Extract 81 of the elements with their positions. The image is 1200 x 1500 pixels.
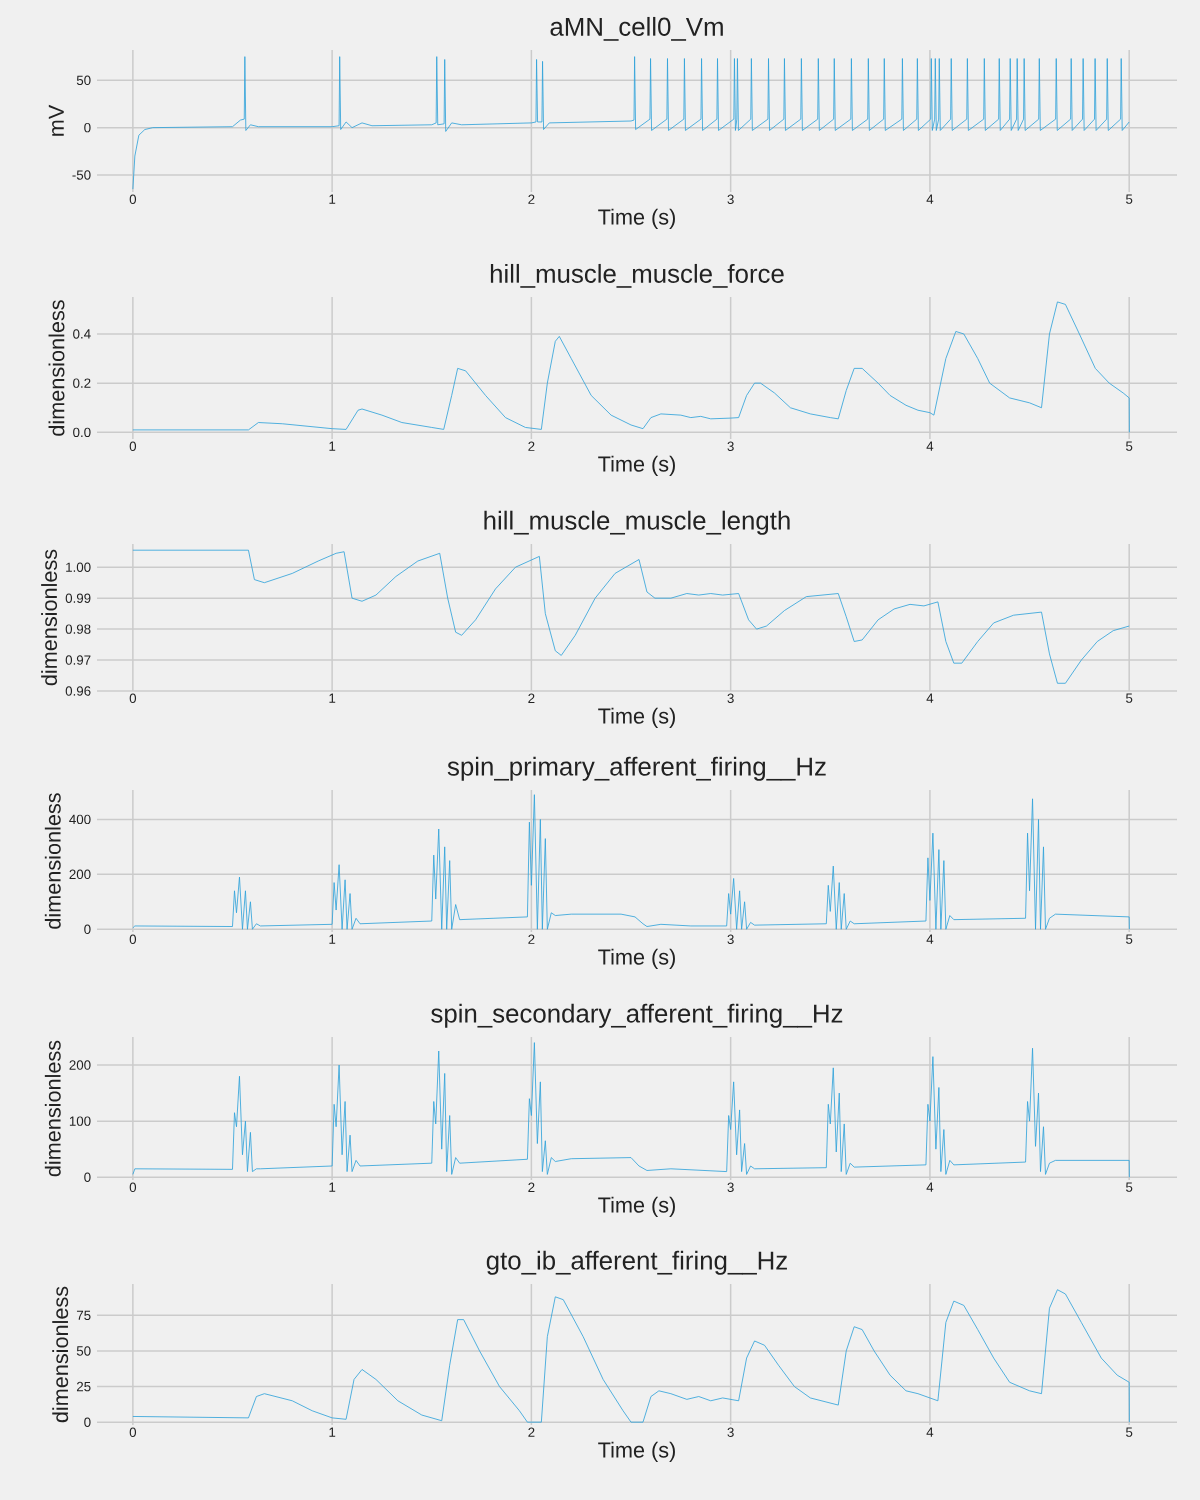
y-tick-label: 0.96 <box>65 686 91 696</box>
y-tick-label: 0.2 <box>73 378 91 388</box>
y-tick-label: 50 <box>76 75 91 86</box>
y-axis-title: dimensionless <box>48 300 65 436</box>
y-tick-label: -50 <box>72 170 91 180</box>
x-tick-label: 0 <box>129 441 137 452</box>
x-axis-title: Time (s) <box>598 1196 675 1217</box>
x-tick-label: 1 <box>329 934 336 944</box>
y-axis-title: mV <box>48 104 64 136</box>
line-series <box>132 794 1130 930</box>
x-tick-label: 0 <box>129 934 137 944</box>
y-tick-label: 100 <box>69 1116 91 1126</box>
x-tick-label: 4 <box>926 934 934 944</box>
x-tick-label: 1 <box>329 441 336 451</box>
line-series <box>132 1042 1130 1178</box>
x-tick-label: 4 <box>926 441 934 451</box>
x-axis-title: Time (s) <box>598 948 675 969</box>
x-tick-label: 1 <box>329 693 336 703</box>
line-series <box>132 1289 1130 1423</box>
y-tick-label: 400 <box>69 814 91 825</box>
line-series <box>132 549 1130 684</box>
y-tick-label: 50 <box>76 1346 91 1356</box>
x-tick-label: 3 <box>727 441 734 452</box>
line-series <box>132 56 1130 190</box>
x-tick-label: 3 <box>727 693 734 704</box>
x-tick-label: 2 <box>528 1182 535 1192</box>
y-tick-label: 25 <box>76 1381 91 1392</box>
chart-title: hill_muscle_muscle_length <box>484 510 790 535</box>
x-axis-title: Time (s) <box>598 455 675 476</box>
x-tick-label: 4 <box>926 194 934 204</box>
y-tick-label: 1.00 <box>66 562 91 572</box>
y-tick-label: 200 <box>69 1060 91 1070</box>
chart-title: spin_primary_afferent_firing__Hz <box>447 756 826 781</box>
x-tick-label: 2 <box>528 194 535 204</box>
y-axis-title: dimensionless <box>41 549 58 686</box>
x-tick-label: 4 <box>926 1182 934 1192</box>
chart-title: aMN_cell0_Vm <box>550 16 723 41</box>
x-axis-title: Time (s) <box>598 208 675 229</box>
x-tick-label: 5 <box>1125 194 1133 204</box>
x-tick-label: 4 <box>926 693 934 703</box>
y-tick-label: 200 <box>69 869 91 880</box>
x-tick-label: 2 <box>528 1427 535 1437</box>
x-tick-label: 3 <box>727 1427 734 1437</box>
x-tick-label: 2 <box>528 441 535 451</box>
y-tick-label: 0 <box>84 1417 91 1427</box>
x-tick-label: 1 <box>329 1427 336 1437</box>
x-tick-label: 0 <box>129 693 137 704</box>
x-tick-label: 3 <box>727 194 734 204</box>
y-tick-label: 0 <box>84 1172 91 1182</box>
y-tick-label: 0.99 <box>65 593 91 603</box>
y-tick-label: 75 <box>76 1310 91 1320</box>
chart-title: hill_muscle_muscle_force <box>490 263 784 288</box>
y-tick-label: 0 <box>84 924 91 934</box>
y-tick-label: 0.0 <box>73 427 91 438</box>
x-tick-label: 5 <box>1125 441 1133 451</box>
x-tick-label: 0 <box>129 1182 137 1193</box>
y-tick-label: 0 <box>84 122 91 133</box>
x-tick-label: 5 <box>1125 1427 1133 1437</box>
x-tick-label: 0 <box>129 194 137 204</box>
x-tick-label: 5 <box>1125 693 1133 703</box>
x-tick-label: 2 <box>528 934 535 944</box>
y-tick-label: 0.98 <box>65 624 91 634</box>
x-tick-label: 2 <box>528 693 535 703</box>
y-axis-title: dimensionless <box>52 1286 69 1423</box>
x-axis-title: Time (s) <box>598 1441 675 1462</box>
y-axis-title: dimensionless <box>44 793 61 929</box>
chart-title: gto_ib_afferent_firing__Hz <box>486 1250 787 1275</box>
x-tick-label: 5 <box>1125 934 1133 944</box>
x-tick-label: 3 <box>727 1182 734 1193</box>
x-tick-label: 0 <box>129 1427 137 1437</box>
x-tick-label: 1 <box>329 194 336 204</box>
y-tick-label: 0.4 <box>73 329 91 339</box>
chart-title: spin_secondary_afferent_firing__Hz <box>431 1003 843 1028</box>
x-tick-label: 4 <box>926 1427 934 1437</box>
x-tick-label: 1 <box>329 1182 336 1192</box>
line-series <box>132 301 1130 433</box>
y-axis-title: dimensionless <box>44 1040 61 1177</box>
x-tick-label: 3 <box>727 934 734 944</box>
y-tick-label: 0.97 <box>65 655 91 665</box>
x-axis-title: Time (s) <box>598 707 675 728</box>
x-tick-label: 5 <box>1125 1182 1133 1192</box>
